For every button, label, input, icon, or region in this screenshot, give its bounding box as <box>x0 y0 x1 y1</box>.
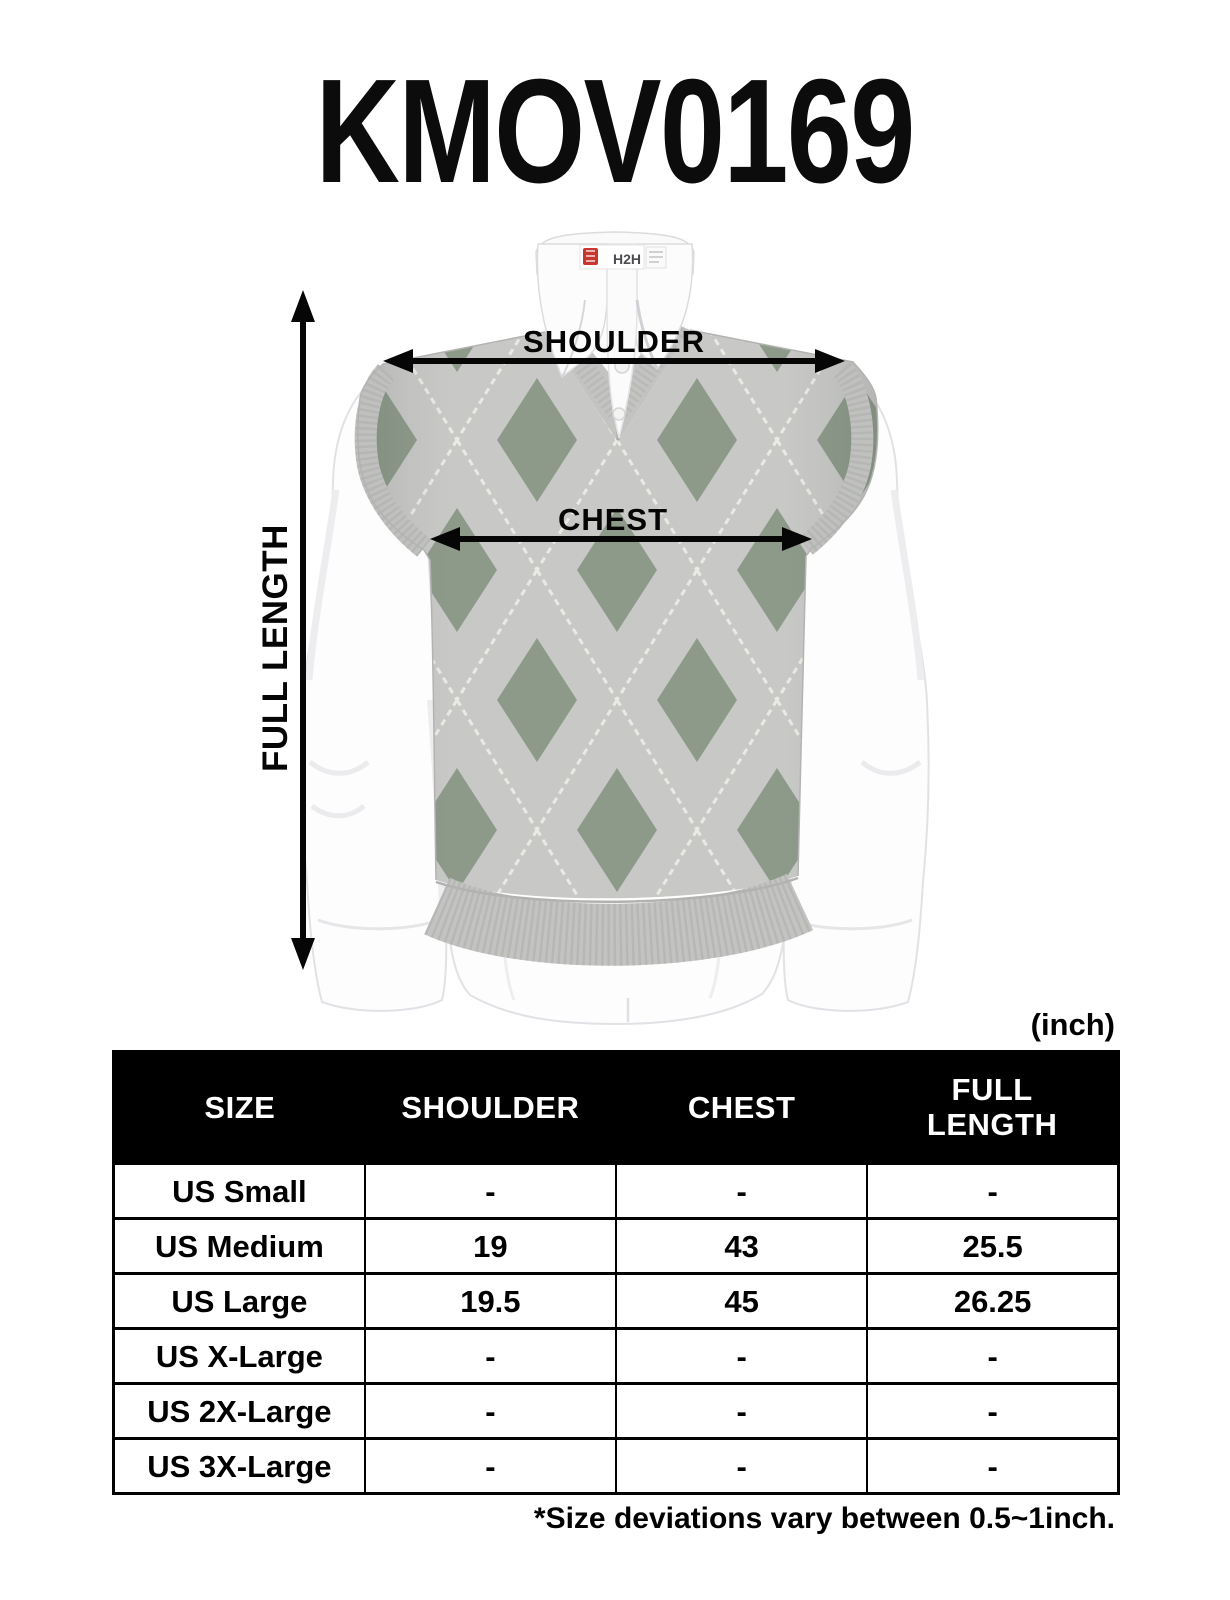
sweater-vest <box>354 320 879 966</box>
shirt-collar: H2H <box>535 231 695 439</box>
cell-size: US Small <box>112 1162 366 1220</box>
cell-chest: 45 <box>614 1272 869 1330</box>
size-table-header: SIZE SHOULDER CHEST FULL LENGTH <box>113 1051 1119 1164</box>
column-header-shoulder: SHOULDER <box>364 1051 616 1164</box>
size-table: SIZE SHOULDER CHEST FULL LENGTH US Small - - -… <box>112 1050 1120 1495</box>
page-title: KMOV0169 <box>0 58 1230 206</box>
vest-shading <box>357 330 878 899</box>
vest-armhole-trim-right <box>799 362 874 555</box>
size-table-header-row: SIZE SHOULDER CHEST FULL LENGTH <box>113 1051 1119 1164</box>
vest-outline-left <box>357 331 546 881</box>
cell-chest: - <box>614 1437 869 1495</box>
cell-chest: - <box>614 1327 869 1385</box>
cell-full-length: - <box>866 1162 1120 1220</box>
full-length-measure-arrow <box>291 290 315 970</box>
chest-arrow-label: CHEST <box>558 502 668 537</box>
cell-chest: - <box>614 1162 869 1220</box>
column-header-chest: CHEST <box>616 1051 868 1164</box>
cell-size: US 3X-Large <box>112 1437 366 1495</box>
cell-size: US X-Large <box>112 1327 366 1385</box>
cell-shoulder: - <box>363 1382 618 1440</box>
chest-measure-arrow <box>430 527 812 551</box>
cell-shoulder: - <box>363 1437 618 1495</box>
cell-size: US Medium <box>112 1217 366 1275</box>
shoulder-measure-arrow <box>383 349 845 373</box>
cell-chest: - <box>614 1382 869 1440</box>
cell-full-length: - <box>866 1382 1120 1440</box>
shirt-button <box>612 407 626 421</box>
unit-label: (inch) <box>1030 1007 1115 1042</box>
product-code: KMOV0169 <box>315 49 916 214</box>
cell-shoulder: 19 <box>363 1217 618 1275</box>
size-row-us-large: US Large 19.5 45 26.25 <box>112 1272 1120 1330</box>
vest-armhole-trim-left <box>354 364 431 557</box>
shoulder-arrow-label: SHOULDER <box>523 324 705 359</box>
column-header-full-length: FULL LENGTH <box>867 1051 1119 1164</box>
product-measure-figure: H2H SHOULDER CHEST FULL LENGTH <box>256 231 930 1026</box>
column-header-size: SIZE <box>113 1051 365 1164</box>
size-deviation-footnote: *Size deviations vary between 0.5~1inch. <box>533 1502 1115 1535</box>
cell-full-length: - <box>866 1437 1120 1495</box>
cell-shoulder: - <box>363 1162 618 1220</box>
size-row-us-x-large: US X-Large - - - <box>112 1327 1120 1385</box>
cell-shoulder: 19.5 <box>363 1272 618 1330</box>
collar-brand-tag: H2H <box>579 244 667 270</box>
vest-outline-right <box>689 329 879 877</box>
cell-size: US Large <box>112 1272 366 1330</box>
cell-size: US 2X-Large <box>112 1382 366 1440</box>
cell-full-length: - <box>866 1327 1120 1385</box>
size-row-us-2x-large: US 2X-Large - - - <box>112 1382 1120 1440</box>
size-row-us-medium: US Medium 19 43 25.5 <box>112 1217 1120 1275</box>
shirt-placket <box>606 243 638 439</box>
size-table-body: US Small - - - US Medium 19 43 25.5 US Large 19.5… <box>112 1162 1120 1495</box>
full-length-arrow-label: FULL LENGTH <box>256 524 295 772</box>
brand-tag-text: H2H <box>613 251 641 267</box>
size-row-us-3x-large: US 3X-Large - - - <box>112 1437 1120 1495</box>
cell-full-length: 25.5 <box>866 1217 1120 1275</box>
vest-hem-band <box>424 873 814 966</box>
cell-full-length: 26.25 <box>866 1272 1120 1330</box>
size-row-us-small: US Small - - - <box>112 1162 1120 1220</box>
cell-chest: 43 <box>614 1217 869 1275</box>
cell-shoulder: - <box>363 1327 618 1385</box>
